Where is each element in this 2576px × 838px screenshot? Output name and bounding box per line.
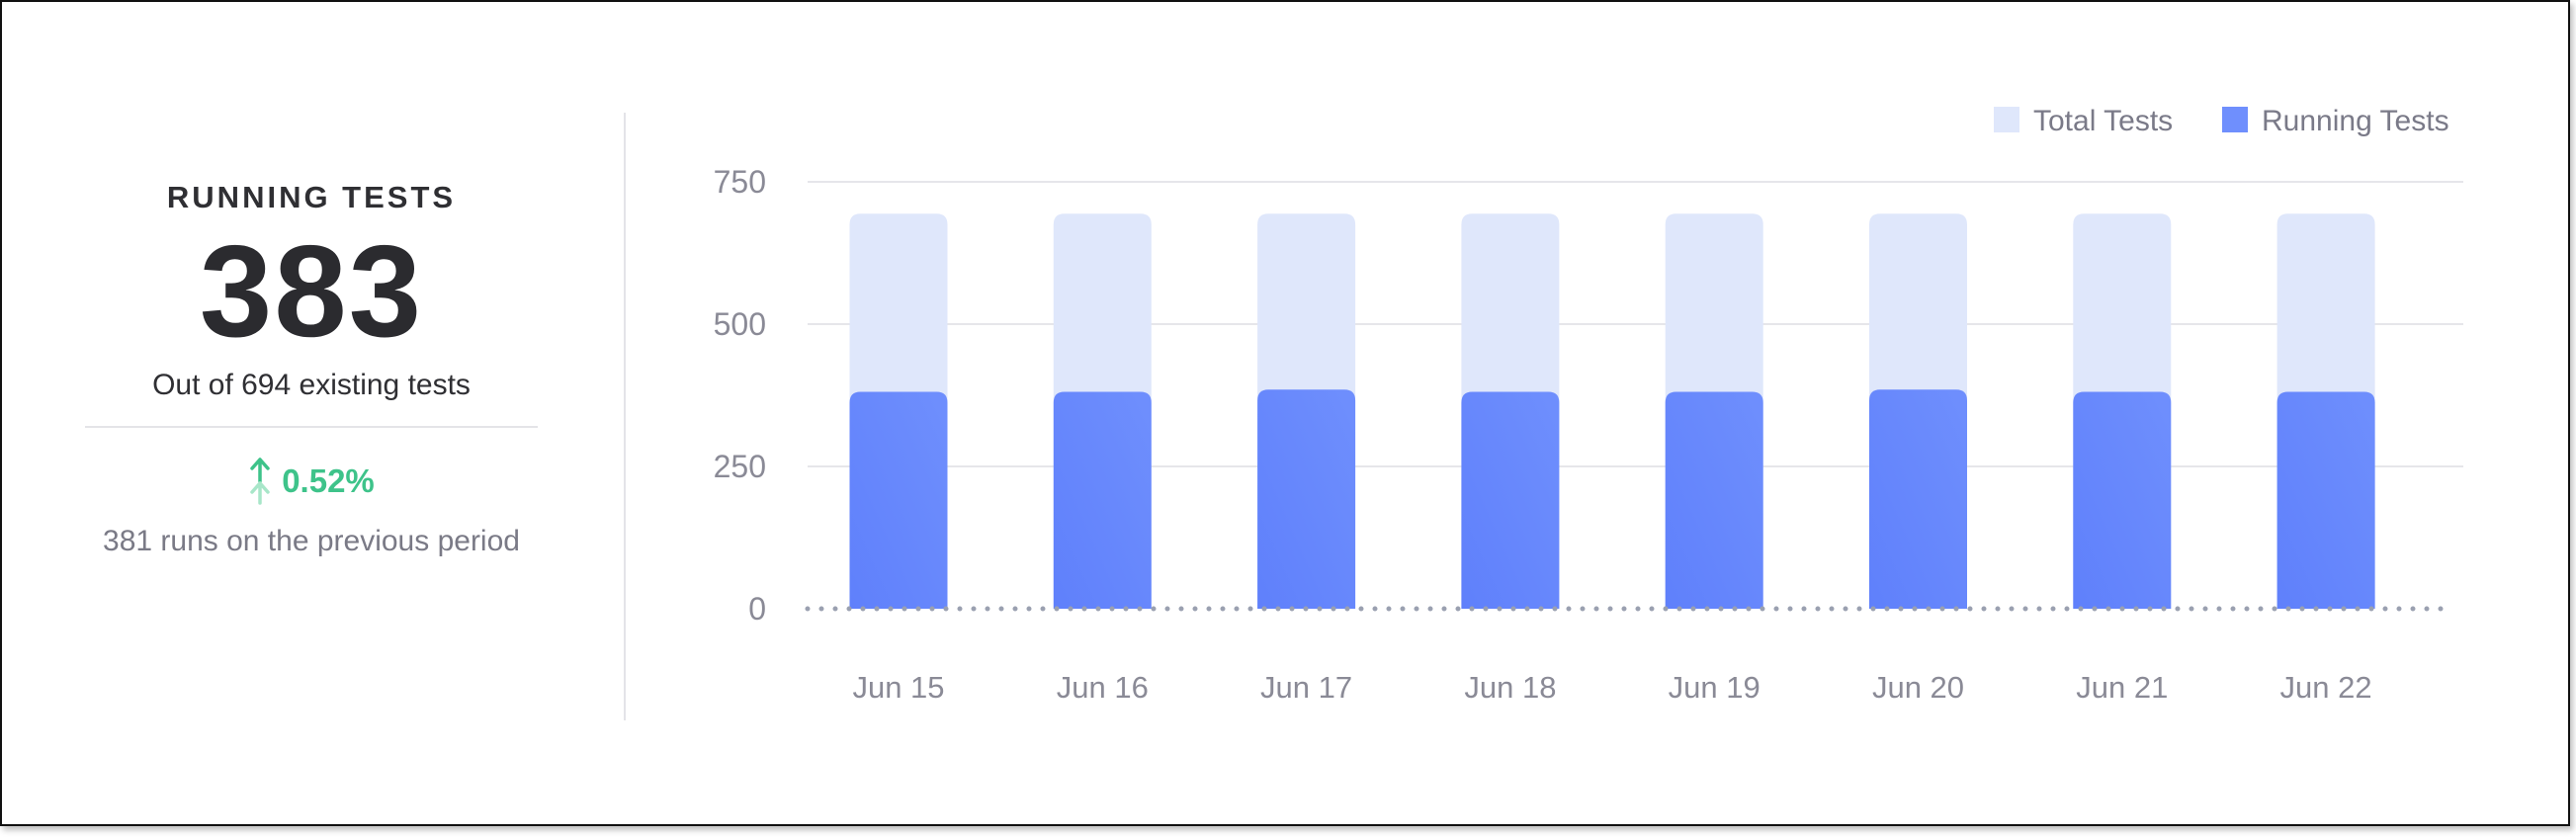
x-tick-label: Jun 18 — [1464, 670, 1556, 705]
y-tick-label: 0 — [748, 591, 766, 627]
stat-divider — [85, 425, 538, 428]
running-tests-bar — [2073, 391, 2172, 609]
running-tests-bar — [1053, 391, 1152, 609]
running-tests-bar — [1869, 389, 1967, 609]
arrow-up-icon — [248, 457, 272, 505]
x-tick-label: Jun 22 — [2280, 670, 2372, 705]
summary-panel: RUNNING TESTS 383 Out of 694 existing te… — [85, 180, 538, 558]
legend-swatch-running — [2222, 107, 2248, 132]
stat-subtitle: Out of 694 existing tests — [152, 368, 471, 401]
running-tests-bar — [2276, 391, 2375, 609]
stat-change: 0.52% — [85, 457, 538, 505]
legend-label-total: Total Tests — [2033, 105, 2173, 137]
x-tick-label: Jun 21 — [2076, 670, 2168, 705]
legend-label-running: Running Tests — [2262, 105, 2449, 137]
stat-value: 383 — [199, 218, 424, 364]
x-tick-label: Jun 15 — [852, 670, 944, 705]
y-tick-label: 250 — [714, 449, 766, 484]
x-tick-label: Jun 19 — [1669, 670, 1760, 705]
change-value: 0.52% — [282, 461, 375, 499]
running-tests-bar — [1665, 391, 1763, 609]
vertical-divider — [624, 113, 626, 720]
x-tick-label: Jun 16 — [1057, 670, 1149, 705]
previous-period-text: 381 runs on the previous period — [103, 524, 520, 557]
running-tests-bar — [849, 391, 948, 609]
x-tick-label: Jun 20 — [1872, 670, 1964, 705]
y-tick-label: 500 — [714, 306, 766, 342]
stat-title: RUNNING TESTS — [166, 180, 457, 214]
running-tests-bar — [1257, 389, 1356, 609]
legend-swatch-total — [1994, 107, 2019, 132]
y-tick-label: 750 — [714, 164, 766, 200]
x-tick-label: Jun 17 — [1260, 670, 1352, 705]
running-tests-bar — [1461, 391, 1560, 609]
